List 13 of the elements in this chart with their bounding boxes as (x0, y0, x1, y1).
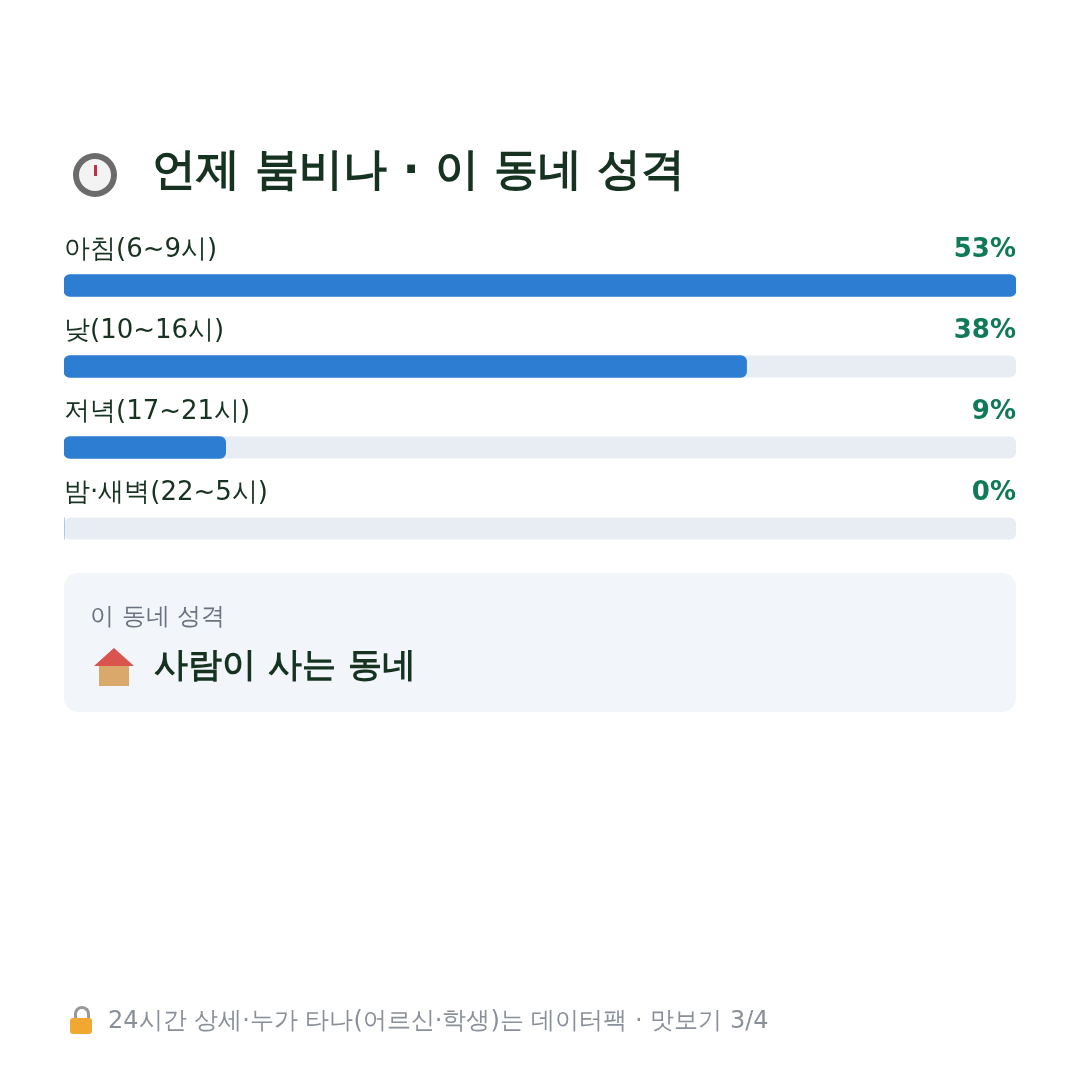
text: 24시간 상세·누가 타나(어르신·학생)는 데이터팩 · 맛보기 3/4 (108, 1005, 769, 1036)
data-label: 0% (971, 476, 1016, 507)
chart-title: 언제 붐비나 · 이 동네 성격 (152, 142, 686, 196)
y-tick-label: 낮(10~16시) (64, 314, 225, 345)
bar (64, 436, 226, 459)
y-tick-label: 저녁(17~21시) (64, 395, 251, 426)
text: 사람이 사는 동네 (154, 643, 416, 686)
y-tick-label: 아침(6~9시) (64, 233, 218, 264)
data-label: 38% (953, 314, 1016, 345)
text: 이 동네 성격 (90, 601, 226, 632)
data-label: 53% (953, 233, 1016, 264)
data-label: 9% (971, 395, 1016, 426)
y-tick-label: 밤·새벽(22~5시) (64, 476, 268, 507)
